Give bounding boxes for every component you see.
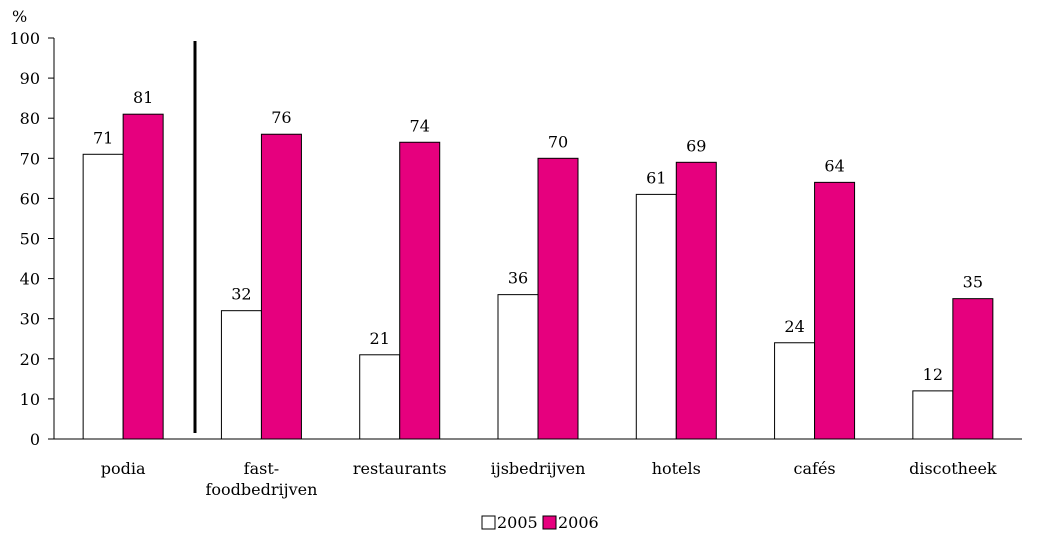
bar-2006-2 bbox=[399, 141, 441, 440]
y-tick-label: 0 bbox=[30, 430, 40, 449]
y-tick-label: 30 bbox=[20, 310, 40, 329]
bar-2006-5 bbox=[814, 181, 856, 440]
x-tick-label: hotels bbox=[652, 459, 701, 478]
x-tick-label: cafés bbox=[794, 459, 836, 478]
legend: 2005 2006 bbox=[481, 513, 599, 532]
bar-2005-2 bbox=[359, 354, 401, 440]
y-axis-label: % bbox=[12, 7, 27, 26]
x-tick-label: podia bbox=[101, 459, 146, 478]
data-label-2005-2: 21 bbox=[370, 329, 390, 348]
bar-2005-3 bbox=[497, 294, 539, 440]
bar-2006-3 bbox=[537, 157, 579, 440]
data-label-2005-6: 12 bbox=[923, 365, 943, 384]
data-label-2005-4: 61 bbox=[646, 168, 666, 187]
x-tick-label: fast-foodbedrijven bbox=[205, 459, 317, 499]
legend-swatch-2005 bbox=[481, 515, 496, 530]
data-labels: 71 81 32 76 21 74 36 70 61 69 24 64 12 35 bbox=[93, 88, 983, 384]
bar-2005-6 bbox=[912, 390, 954, 440]
bar-2005-4 bbox=[635, 193, 677, 440]
data-label-2005-5: 24 bbox=[784, 317, 804, 336]
data-label-2005-0: 71 bbox=[93, 128, 113, 147]
legend-swatch-2006 bbox=[542, 515, 557, 530]
bar-2005-0 bbox=[82, 153, 124, 440]
y-tick-label: 10 bbox=[20, 390, 40, 409]
bar-2005-5 bbox=[774, 342, 816, 440]
bar-2005-1 bbox=[220, 310, 262, 440]
y-tick-label: 60 bbox=[20, 189, 40, 208]
data-label-2006-5: 64 bbox=[824, 156, 844, 175]
legend-label-2006: 2006 bbox=[558, 513, 599, 532]
y-axis-ticks: 0 10 20 30 40 50 60 70 80 90 100 bbox=[9, 29, 54, 449]
bar-2006-1 bbox=[260, 133, 302, 440]
legend-label-2005: 2005 bbox=[497, 513, 538, 532]
y-tick-label: 90 bbox=[20, 69, 40, 88]
bar-2006-6 bbox=[952, 298, 994, 440]
data-label-2006-4: 69 bbox=[686, 136, 706, 155]
data-label-2006-0: 81 bbox=[133, 88, 153, 107]
data-label-2006-6: 35 bbox=[963, 273, 983, 292]
bar-2006-4 bbox=[675, 161, 717, 440]
x-tick-label: restaurants bbox=[353, 459, 447, 478]
y-tick-label: 20 bbox=[20, 350, 40, 369]
y-tick-label: 80 bbox=[20, 109, 40, 128]
data-label-2005-1: 32 bbox=[231, 285, 251, 304]
data-label-2006-2: 74 bbox=[410, 116, 430, 135]
bars bbox=[82, 113, 994, 440]
y-tick-label: 100 bbox=[9, 29, 40, 48]
bar-2006-0 bbox=[122, 113, 164, 440]
data-label-2006-1: 76 bbox=[271, 108, 291, 127]
data-label-2005-3: 36 bbox=[508, 269, 528, 288]
y-tick-label: 50 bbox=[20, 230, 40, 249]
data-label-2006-3: 70 bbox=[548, 132, 568, 151]
x-tick-label: ijsbedrijven bbox=[491, 459, 586, 478]
x-axis-categories: podia fast-foodbedrijven restaurants ijsbed… bbox=[101, 459, 997, 499]
y-tick-label: 70 bbox=[20, 149, 40, 168]
y-tick-label: 40 bbox=[20, 270, 40, 289]
x-tick-label: discotheek bbox=[909, 459, 997, 478]
